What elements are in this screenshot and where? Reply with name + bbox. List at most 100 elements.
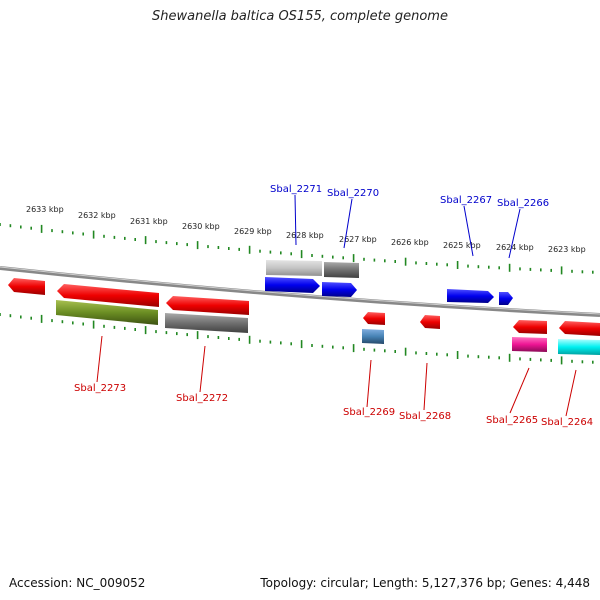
scale-tick-minor: [290, 342, 292, 346]
kbp-scale-labels: 2633 kbp 2632 kbp 2631 kbp 2630 kbp 2629…: [26, 205, 586, 254]
gene-sbal-2271[interactable]: [265, 277, 320, 293]
topology-text: Topology: circular; Length: 5,127,376 bp…: [260, 576, 590, 590]
scale-tick-minor: [20, 315, 22, 319]
gene-sbal-2268[interactable]: [420, 315, 440, 329]
scale-tick-minor: [477, 265, 480, 269]
scale-tick-minor: [124, 326, 126, 330]
gene-label-sbal-2268: Sbal_2268: [399, 411, 451, 422]
scale-tick-minor: [519, 267, 521, 271]
gene-sbal-2265[interactable]: [513, 320, 547, 334]
scale-tick-minor: [311, 344, 313, 347]
scale-tick-minor: [488, 265, 490, 269]
kbp-label: 2626 kbp: [391, 238, 429, 247]
scale-tick-minor: [113, 325, 116, 329]
scale-tick-minor: [207, 335, 209, 339]
scale-tick-minor: [134, 238, 136, 241]
scale-tick-minor: [103, 234, 105, 238]
scale-tick-major: [300, 250, 303, 259]
kbp-label: 2629 kbp: [234, 227, 272, 236]
scale-tick-minor: [228, 337, 230, 340]
gene-sbal-2270[interactable]: [322, 282, 357, 297]
scale-tick-minor: [280, 341, 282, 345]
scale-tick-minor: [384, 259, 386, 263]
scale-tick-major: [40, 224, 43, 233]
scale-tick-minor: [51, 229, 53, 233]
scale-ticks-bottom: [0, 313, 594, 365]
gene-sbal-2267[interactable]: [447, 289, 494, 303]
top-strand-features: [265, 260, 513, 305]
scale-tick-minor: [425, 262, 428, 265]
gene-sbal-2272[interactable]: [166, 296, 249, 315]
scale-ticks-top: [0, 223, 594, 275]
scale-tick-minor: [134, 328, 136, 331]
scale-tick-major: [196, 331, 199, 340]
gene-sbal-2273[interactable]: [57, 284, 159, 307]
scale-tick-minor: [217, 336, 220, 339]
gene-sbal-2270-homolog[interactable]: [324, 262, 359, 278]
scale-tick-minor: [446, 263, 448, 267]
scale-tick-minor: [571, 269, 573, 273]
scale-tick-minor: [269, 250, 272, 254]
scale-tick-minor: [321, 254, 324, 258]
scale-tick-minor: [176, 242, 178, 246]
scale-tick-minor: [72, 231, 74, 235]
gene-sbal-2272-homolog[interactable]: [165, 313, 248, 333]
scale-tick-minor: [82, 322, 84, 326]
scale-tick-minor: [363, 257, 365, 261]
scale-tick-major: [248, 245, 251, 254]
bottom-gene-labels: [96, 335, 577, 417]
gene-sbal-2265-homolog[interactable]: [512, 337, 547, 352]
scale-tick-minor: [280, 251, 282, 255]
scale-tick-minor: [176, 332, 178, 336]
kbp-label: 2632 kbp: [78, 211, 116, 220]
scale-tick-minor: [259, 339, 261, 343]
gene-label-sbal-2271: Sbal_2271: [270, 184, 322, 195]
gene-sbal-2273-homolog[interactable]: [56, 300, 158, 325]
scale-tick-minor: [61, 230, 64, 234]
scale-tick-minor: [30, 316, 32, 320]
gene-sbal-2266[interactable]: [499, 292, 513, 305]
scale-tick-minor: [581, 270, 584, 274]
scale-tick-minor: [321, 344, 324, 348]
scale-tick-minor: [259, 249, 261, 253]
scale-tick-minor: [155, 330, 157, 334]
scale-tick-minor: [342, 346, 344, 350]
scale-tick-minor: [446, 353, 448, 357]
gene-label-sbal-2270: Sbal_2270: [327, 188, 379, 199]
gene-label-sbal-2265: Sbal_2265: [486, 415, 538, 426]
scale-tick-minor: [477, 355, 480, 359]
scale-tick-minor: [332, 345, 334, 349]
gene-sbal-2271-homolog[interactable]: [266, 260, 322, 276]
scale-tick-minor: [186, 243, 188, 247]
scale-tick-minor: [415, 261, 417, 265]
scale-tick-minor: [488, 355, 490, 359]
gene-left-edge[interactable]: [8, 278, 45, 295]
gene-sbal-2269[interactable]: [363, 312, 385, 325]
scale-tick-minor: [20, 225, 22, 229]
scale-tick-major: [300, 340, 303, 349]
gene-label-sbal-2272: Sbal_2272: [176, 393, 228, 404]
scale-tick-minor: [51, 319, 53, 323]
scale-tick-minor: [290, 252, 292, 256]
scale-tick-major: [508, 263, 511, 272]
top-gene-labels: [294, 194, 521, 259]
gene-sbal-2269-homolog[interactable]: [362, 329, 384, 344]
scale-tick-minor: [467, 264, 469, 268]
scale-tick-minor: [529, 267, 532, 271]
scale-tick-minor: [592, 360, 594, 364]
scale-tick-major: [40, 314, 43, 323]
scale-tick-minor: [467, 354, 469, 358]
kbp-label: 2624 kbp: [496, 243, 534, 252]
scale-tick-major: [352, 344, 355, 353]
scale-tick-minor: [384, 349, 386, 353]
bottom-strand-features: [8, 278, 600, 355]
gene-sbal-2264[interactable]: [559, 321, 600, 336]
genome-title: Shewanella baltica OS155, complete genom…: [152, 9, 448, 24]
gene-label-sbal-2273: Sbal_2273: [74, 383, 126, 394]
scale-tick-major: [144, 236, 147, 245]
gene-sbal-2264-homolog[interactable]: [558, 339, 600, 355]
scale-tick-minor: [415, 351, 417, 355]
scale-tick-minor: [165, 331, 168, 335]
scale-tick-major: [352, 254, 355, 263]
